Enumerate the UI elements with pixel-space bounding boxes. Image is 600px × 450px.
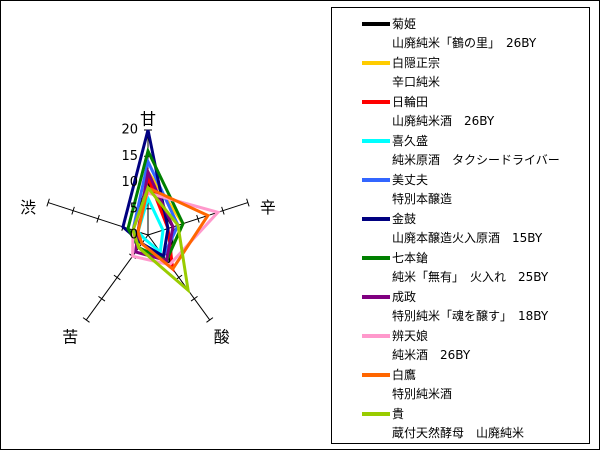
legend: 菊姫 山廃純米「鶴の里」 26BY 白隠正宗 辛口純米 日輪田 山廃純米酒 26BY 喜久盛… [331, 7, 590, 444]
axis-label: 渋 [20, 198, 36, 217]
axis-tick [206, 317, 214, 323]
axis-tick [96, 214, 100, 223]
axis-tick [221, 206, 225, 215]
legend-swatch [362, 412, 390, 416]
legend-swatch [362, 334, 390, 338]
axis-label: 辛 [260, 198, 276, 217]
legend-swatch [362, 256, 390, 260]
legend-subname: 純米「無有」 火入れ 25BY [392, 270, 549, 284]
legend-item: 成政特別純米「魂を醸す」 18BY [332, 286, 589, 325]
axis-label: 甘 [140, 110, 156, 129]
legend-item: 日輪田山廃純米酒 26BY [332, 91, 589, 130]
radar-labels: 甘辛酸 苦 渋 0 5 10 15 20 [20, 110, 276, 347]
legend-subname: 山廃本醸造火入原酒 15BY [392, 231, 543, 245]
legend-swatch [362, 100, 390, 104]
legend-subname: 山廃純米「鶴の里」 26BY [392, 36, 537, 50]
legend-name: 日輪田 [392, 95, 429, 109]
legend-subname: 特別本醸造 [392, 192, 453, 206]
legend-item: 白隠正宗 辛口純米 [332, 52, 589, 91]
legend-subname: 特別純米酒 [392, 387, 453, 401]
legend-subname: 辛口純米 [392, 75, 441, 89]
axis-label: 酸 [214, 327, 230, 346]
axis-label: 苦 [62, 327, 78, 346]
legend-swatch [362, 295, 390, 299]
legend-subname: 山廃純米酒 26BY [392, 114, 495, 128]
legend-item: 喜久盛純米原酒 タクシードライバー [332, 130, 589, 169]
legend-name: 金鼓 [392, 212, 417, 226]
axis-tick [98, 295, 106, 302]
legend-item: 辨天娘純米酒 26BY [332, 325, 589, 364]
axis-tick [113, 274, 121, 281]
axis-tick [246, 198, 250, 207]
legend-subname: 純米酒 26BY [392, 348, 471, 362]
legend-item: 白鷹 特別純米酒 [332, 364, 589, 403]
legend-item: 貴蔵付天然酵母 山廃純米 [332, 403, 589, 442]
legend-name: 喜久盛 [392, 134, 429, 148]
legend-subname: 純米原酒 タクシードライバー [392, 153, 560, 167]
legend-swatch [362, 22, 390, 26]
legend-name: 成政 [392, 290, 417, 304]
axis-tick [46, 198, 50, 207]
legend-name: 白隠正宗 [392, 56, 441, 70]
legend-name: 白鷹 [392, 368, 417, 382]
legend-swatch [362, 217, 390, 221]
legend-item: 菊姫山廃純米「鶴の里」 26BY [332, 13, 589, 52]
radial-tick-label: 20 [121, 123, 138, 138]
legend-name: 貴 [392, 407, 405, 421]
legend-item: 金鼓山廃本醸造火入原酒 15BY [332, 208, 589, 247]
legend-swatch [362, 373, 390, 377]
legend-item: 美丈夫 特別本醸造 [332, 169, 589, 208]
axis-tick [82, 317, 90, 323]
series-line-10 [131, 184, 191, 294]
axis-tick [190, 295, 198, 302]
legend-name: 辨天娘 [392, 329, 429, 343]
axis-tick [71, 206, 75, 215]
legend-name: 美丈夫 [392, 173, 429, 187]
radar-series [121, 129, 221, 294]
series-line-9 [136, 185, 211, 272]
radial-tick-label: 5 [130, 201, 138, 216]
radial-tick-label: 0 [130, 228, 138, 243]
legend-swatch [362, 139, 390, 143]
legend-swatch [362, 178, 390, 182]
legend-subname: 特別純米「魂を醸す」 18BY [392, 309, 549, 323]
legend-swatch [362, 61, 390, 65]
radial-tick-label: 15 [121, 149, 138, 164]
legend-subname: 蔵付天然酵母 山廃純米 [392, 426, 525, 440]
axis-tick [196, 214, 200, 223]
legend-name: 七本鎗 [392, 251, 429, 265]
legend-item: 七本鎗純米「無有」 火入れ 25BY [332, 247, 589, 286]
radial-tick-label: 10 [121, 175, 138, 190]
legend-name: 菊姫 [392, 17, 417, 31]
